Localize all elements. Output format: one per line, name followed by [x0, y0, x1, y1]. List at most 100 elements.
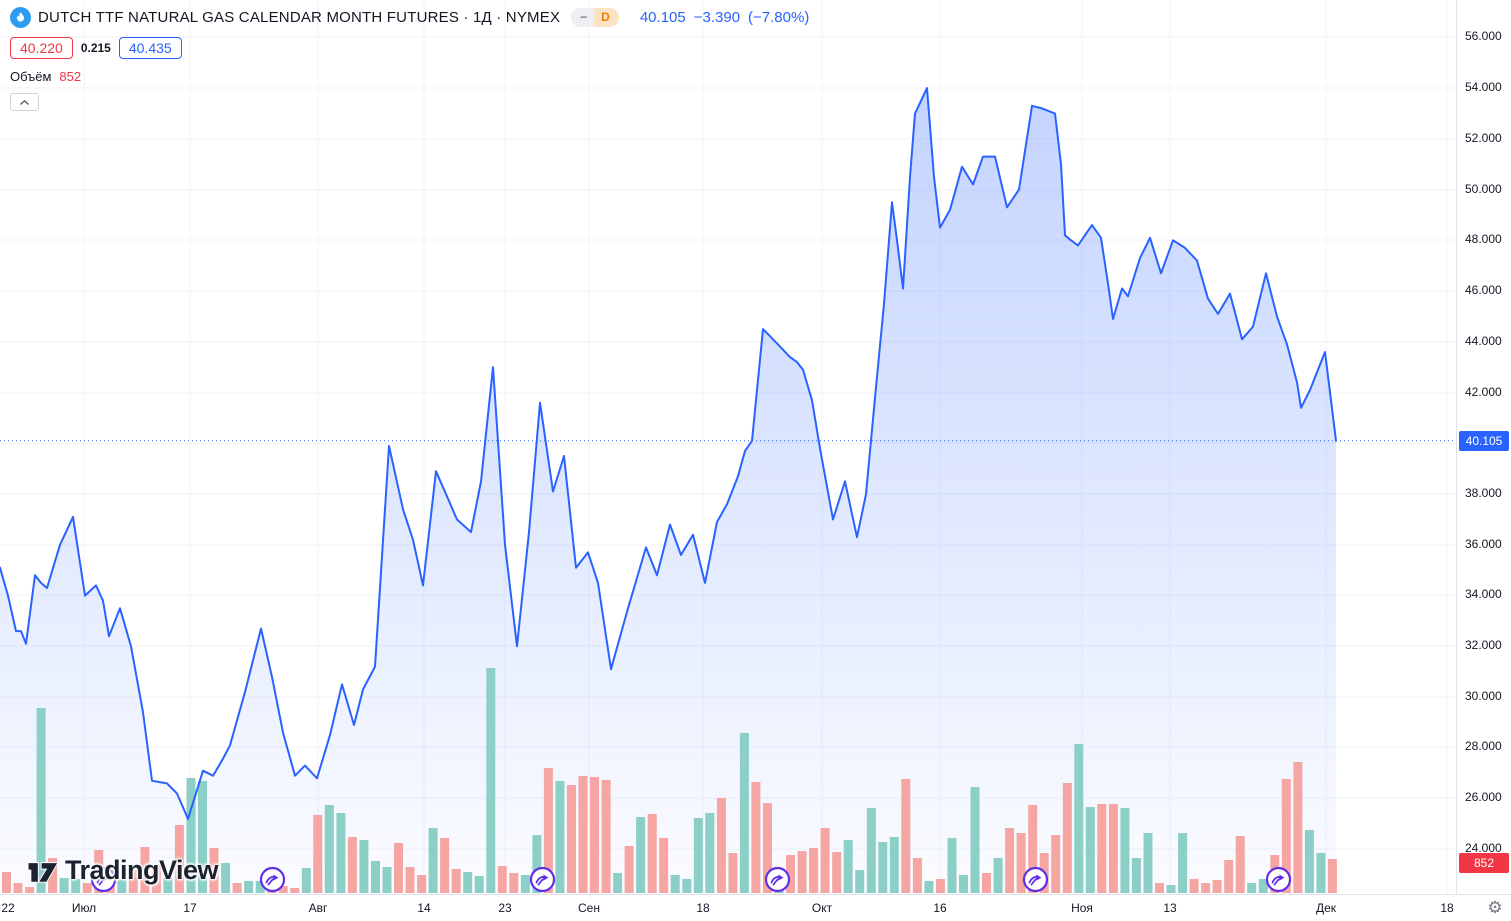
- contract-rollover-icon[interactable]: [259, 866, 286, 893]
- volume-value: 852: [59, 69, 82, 84]
- volume-bar: [520, 875, 530, 893]
- price-axis-label: 42.000: [1465, 385, 1502, 399]
- current-price-badge: 40.105: [1459, 430, 1509, 451]
- volume-bar: [924, 881, 934, 893]
- date-axis-label: 23: [498, 901, 512, 915]
- volume-label[interactable]: Объём: [10, 69, 52, 84]
- volume-bar: [440, 838, 450, 893]
- volume-bar: [705, 813, 715, 893]
- volume-bar: [209, 848, 219, 893]
- date-axis-label: 17: [183, 901, 197, 915]
- price-axis-label: 36.000: [1465, 537, 1502, 551]
- volume-bar: [2, 872, 11, 893]
- volume-bar: [1005, 828, 1015, 893]
- volume-bar: [1166, 885, 1176, 893]
- interval-badge[interactable]: D: [594, 7, 619, 27]
- volume-bar: [451, 869, 461, 893]
- volume-bar: [855, 870, 865, 893]
- date-axis-label: Авг: [308, 901, 328, 915]
- contract-rollover-icon[interactable]: [764, 866, 791, 893]
- price-axis-label: 50.000: [1465, 182, 1502, 196]
- volume-bar: [1155, 883, 1164, 893]
- volume-bar: [232, 883, 242, 893]
- volume-bar: [117, 880, 127, 893]
- volume-bar: [1189, 879, 1199, 893]
- buy-price-button[interactable]: 40.435: [118, 37, 182, 59]
- price-axis-label: 28.000: [1465, 739, 1502, 753]
- volume-bar: [301, 868, 311, 893]
- volume-bar: [820, 828, 830, 893]
- volume-bar: [739, 733, 749, 893]
- contract-rollover-icon[interactable]: [1265, 866, 1292, 893]
- interval-pill[interactable]: − D: [571, 7, 619, 27]
- chevron-up-icon: [20, 99, 29, 105]
- volume-bar: [935, 879, 945, 893]
- price-line: [0, 87, 1337, 820]
- volume-bar: [359, 840, 369, 893]
- volume-bar: [221, 863, 231, 893]
- volume-bar: [1247, 883, 1257, 893]
- volume-bar: [1304, 830, 1314, 893]
- price-axis-label: 52.000: [1465, 131, 1502, 145]
- volume-bar: [1224, 860, 1234, 893]
- volume-bar: [809, 848, 819, 893]
- volume-bar: [1281, 779, 1291, 893]
- hide-indicator-icon[interactable]: −: [571, 7, 595, 27]
- volume-bar: [244, 881, 254, 893]
- volume-bar: [186, 778, 196, 893]
- sell-price-button[interactable]: 40.220: [10, 37, 73, 59]
- volume-bar: [532, 835, 542, 893]
- volume-bar: [82, 883, 92, 893]
- volume-bar: [567, 785, 576, 893]
- volume-bar: [624, 846, 634, 893]
- spread-value: 0.215: [80, 41, 111, 55]
- volume-bar: [797, 851, 807, 893]
- symbol-title[interactable]: DUTCH TTF NATURAL GAS CALENDAR MONTH FUT…: [38, 8, 561, 26]
- tradingview-logo[interactable]: TradingView: [26, 855, 219, 886]
- current-volume-badge: 852: [1459, 853, 1509, 873]
- volume-bar: [970, 787, 980, 893]
- volume-bar: [1016, 833, 1026, 893]
- volume-bar: [1085, 807, 1095, 893]
- volume-bar: [947, 838, 957, 893]
- volume-bar: [636, 817, 646, 893]
- volume-bar: [555, 781, 565, 893]
- volume-bar: [959, 875, 968, 893]
- tradingview-wordmark: TradingView: [65, 855, 219, 885]
- date-axis[interactable]: 22 Июл 17 Авг 14 23 Сен 18 Окт 16 Ноя 13 Дек 18: [0, 894, 1511, 921]
- contract-rollover-icon[interactable]: [529, 866, 556, 893]
- volume-bar: [1131, 858, 1141, 893]
- contract-rollover-icon[interactable]: [1022, 866, 1049, 893]
- volume-bar: [371, 861, 380, 893]
- date-axis-label: Сен: [578, 901, 600, 915]
- volume-bar: [59, 878, 69, 893]
- area-fill: [0, 88, 1336, 895]
- price-axis-label: 32.000: [1465, 638, 1502, 652]
- volume-bar: [198, 781, 207, 893]
- volume-bar: [163, 878, 173, 893]
- volume-bar: [693, 818, 703, 893]
- price-axis[interactable]: 40.105 852 56.000 54.000 52.000 50.000 48.00…: [1456, 0, 1511, 894]
- volume-bar: [1062, 783, 1072, 893]
- legend-collapse-button[interactable]: [10, 93, 39, 111]
- volume-bar: [613, 873, 623, 893]
- volume-bar: [25, 887, 35, 893]
- last-price: 40.105: [639, 8, 686, 26]
- price-axis-label: 30.000: [1465, 689, 1502, 703]
- volume-bar: [682, 879, 692, 893]
- contract-rollover-icon[interactable]: [90, 866, 117, 893]
- chart-legend: DUTCH TTF NATURAL GAS CALENDAR MONTH FUT…: [10, 5, 809, 111]
- date-axis-label: 14: [417, 901, 431, 915]
- gear-icon[interactable]: ⚙: [1487, 898, 1503, 917]
- volume-bar: [313, 815, 323, 893]
- volume-bar: [1212, 880, 1222, 893]
- natural-gas-flame-icon: [10, 6, 31, 28]
- volume-bar: [140, 847, 150, 893]
- volume-bar: [889, 837, 899, 893]
- date-axis-label: 22: [1, 901, 15, 915]
- volume-bar: [255, 881, 265, 893]
- volume-bar: [1235, 836, 1245, 893]
- volume-bar: [728, 853, 738, 893]
